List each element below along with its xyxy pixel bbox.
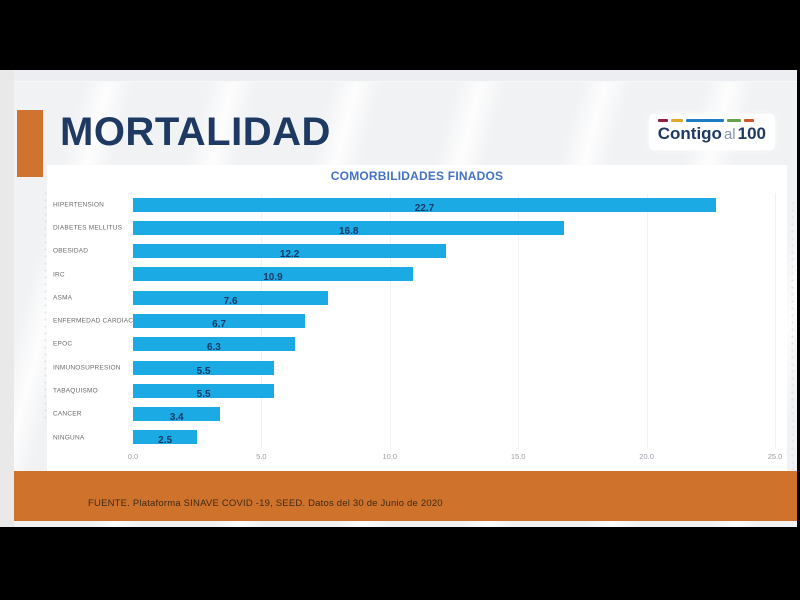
category-label: ENFERMEDAD CARDIACA: [53, 317, 138, 325]
bar-value-label: 16.8: [338, 225, 359, 237]
chart-row: OBESIDAD 12.2: [53, 240, 775, 263]
bar-value-label: 6.7: [212, 318, 226, 330]
bar-enfermedad-cardiaca: 6.7: [133, 313, 306, 330]
bar-value-label: 7.6: [223, 295, 238, 307]
chart-row: TABAQUISMO 5.5: [53, 379, 775, 402]
x-axis-tick-label: 5.0: [256, 452, 267, 462]
slide-top-strip: [14, 70, 797, 82]
logo-dash-segment: [685, 119, 724, 122]
bar-inmunosupresion: 5.5: [133, 360, 275, 377]
x-axis-tick-label: 15.0: [510, 452, 526, 462]
bar-value-label: 10.9: [263, 272, 283, 284]
slide-left-gutter: [0, 70, 14, 527]
logo-text-al: al: [723, 126, 736, 143]
chart-row: INMUNOSUPRESION 5.5: [53, 356, 775, 379]
x-axis: 0.0 5.0 10.0 15.0 20.0 25.0: [128, 452, 783, 466]
footer-source-text: FUENTE. Plataforma SINAVE COVID -19, SEE…: [88, 498, 443, 509]
category-label: TABAQUISMO: [53, 387, 98, 395]
bar-value-label: 6.3: [206, 342, 221, 354]
logo-dash-segment: [670, 119, 683, 122]
presentation-slide: MORTALIDAD Contigo al 100 COMORBILIDADES F…: [14, 70, 797, 527]
logo-dash-segment: [743, 119, 754, 122]
bar-epoc: 6.3: [133, 337, 295, 354]
gridline: [775, 193, 776, 449]
chart-plot-area: HIPERTENSION 22.7 DIABETES MELLITUS 16.8 OBE…: [53, 193, 783, 466]
chart-row: EPOC 6.3: [53, 333, 775, 356]
orange-accent-bar: [17, 110, 43, 177]
x-axis-tick-label: 25.0: [767, 452, 783, 462]
footer-source-band: FUENTE. Plataforma SINAVE COVID -19, SEE…: [14, 471, 797, 521]
chart-row: DIABETES MELLITUS 16.8: [53, 216, 775, 239]
bar-value-label: 3.4: [169, 412, 184, 424]
bar-ninguna: 2.5: [133, 430, 198, 447]
chart-row: IRC 10.9: [53, 263, 775, 286]
chart-row: NINGUNA 2.5: [53, 426, 775, 449]
category-label: INMUNOSUPRESION: [53, 364, 121, 372]
chart-row: HIPERTENSION 22.7: [53, 193, 775, 216]
category-label: ASMA: [53, 294, 73, 302]
x-axis-tick-label: 10.0: [382, 452, 398, 462]
bar-obesidad: 12.2: [133, 244, 447, 261]
comorbidities-bar-chart: COMORBILIDADES FINADOS HIPERTENSION 22.7 D…: [47, 165, 787, 471]
bar-hipertension: 22.7: [133, 197, 716, 214]
bar-value-label: 22.7: [414, 202, 435, 214]
logo-dash-segment: [726, 119, 741, 122]
bar-value-label: 12.2: [279, 249, 300, 261]
logo-dash-segment: [657, 119, 668, 122]
logo-color-dashes: [657, 119, 766, 122]
bar-tabaquismo: 5.5: [133, 383, 275, 400]
bar-irc: 10.9: [133, 267, 413, 284]
bar-asma: 7.6: [133, 290, 329, 307]
category-label: OBESIDAD: [53, 247, 89, 255]
category-label: NINGUNA: [53, 434, 85, 442]
bar-value-label: 2.5: [158, 435, 173, 447]
bar-diabetes-mellitus: 16.8: [133, 220, 565, 237]
logo-text-100: 100: [737, 124, 766, 143]
chart-title: COMORBILIDADES FINADOS: [330, 169, 504, 183]
category-label: CANCER: [53, 410, 82, 418]
category-label: IRC: [53, 271, 65, 279]
chart-row: CANCER 3.4: [53, 403, 775, 426]
category-label: EPOC: [53, 340, 73, 348]
x-axis-tick-label: 20.0: [639, 452, 654, 462]
contigo-al-100-logo: Contigo al 100: [648, 114, 775, 150]
x-axis-tick-label: 0.0: [127, 452, 139, 462]
chart-row: ENFERMEDAD CARDIACA 6.7: [53, 309, 775, 332]
category-label: DIABETES MELLITUS: [53, 224, 123, 232]
logo-text-contigo: Contigo: [657, 124, 722, 143]
page-title: MORTALIDAD: [60, 110, 331, 154]
logo-text: Contigo al 100: [658, 125, 766, 144]
category-label: HIPERTENSION: [53, 201, 105, 209]
bar-value-label: 5.5: [196, 388, 211, 400]
chart-row: ASMA 7.6: [53, 286, 775, 309]
bar-value-label: 5.5: [196, 365, 211, 377]
bar-cancer: 3.4: [133, 407, 221, 424]
